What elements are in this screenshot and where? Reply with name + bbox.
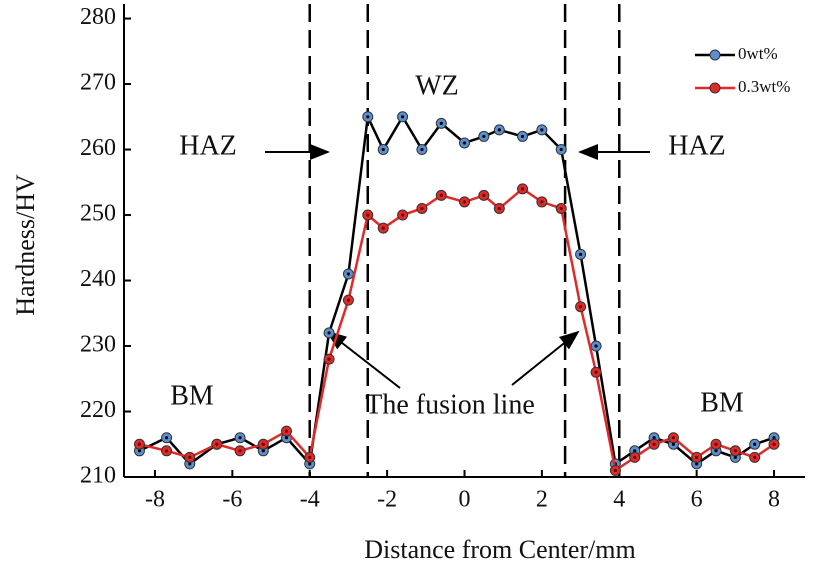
data-point-center	[695, 462, 699, 466]
y-tick-label: 250	[80, 201, 116, 227]
data-point-center	[695, 455, 699, 459]
data-point-center	[346, 298, 351, 302]
data-point-center	[520, 134, 525, 139]
x-tick-label: 8	[768, 487, 780, 513]
data-point-center	[284, 436, 289, 440]
data-point-center	[188, 455, 192, 459]
data-point-center	[753, 455, 757, 459]
x-tick-label: 2	[536, 487, 548, 513]
data-point-center	[497, 206, 501, 211]
annotation: BM	[700, 387, 744, 418]
data-point-center	[671, 442, 676, 446]
data-point-center	[578, 252, 583, 256]
legend-label: 0.3wt%	[738, 77, 790, 96]
data-point-center	[462, 200, 467, 204]
data-point-center	[540, 200, 544, 204]
data-point-center	[633, 455, 637, 459]
data-point-center	[308, 455, 312, 459]
data-point-center	[420, 206, 424, 211]
data-point-center	[261, 442, 265, 446]
y-tick-label: 280	[80, 4, 116, 30]
y-tick-label: 220	[80, 397, 116, 423]
x-tick-label: 4	[613, 487, 625, 513]
data-point-center	[497, 128, 501, 132]
data-point-center	[215, 442, 219, 446]
data-point-center	[594, 370, 598, 374]
y-axis-label: Hardness/HV	[11, 174, 40, 316]
data-point-center	[578, 305, 583, 309]
data-point-center	[559, 147, 563, 152]
annotation: The fusion line	[365, 389, 535, 420]
data-point-center	[671, 436, 676, 440]
x-tick-label: 0	[459, 487, 471, 513]
data-point-center	[633, 449, 637, 453]
data-point-center	[733, 449, 737, 453]
annotation: HAZ	[179, 130, 237, 161]
data-point-center	[482, 193, 486, 197]
data-point-center	[164, 449, 169, 453]
data-point-center	[381, 147, 385, 152]
data-point-center	[420, 147, 424, 152]
data-point-center	[137, 442, 142, 446]
data-point-center	[652, 442, 656, 446]
data-point-center	[482, 134, 486, 139]
x-tick-label: 6	[691, 487, 703, 513]
data-point-center	[366, 213, 370, 217]
y-tick-label: 260	[80, 135, 116, 161]
data-point-center	[261, 449, 265, 453]
data-point-center	[753, 442, 757, 446]
data-point-center	[400, 213, 405, 217]
data-point-center	[366, 115, 370, 119]
data-point-center	[540, 128, 544, 132]
y-tick-label: 210	[80, 463, 116, 489]
x-tick-label: -8	[145, 487, 165, 513]
data-point-center	[462, 141, 467, 145]
data-point-center	[400, 115, 405, 119]
data-point-center	[594, 344, 598, 348]
data-point-center	[346, 272, 351, 276]
y-tick-label: 230	[80, 332, 116, 358]
data-point-center	[308, 462, 312, 466]
x-axis-label: Distance from Center/mm	[364, 535, 635, 564]
data-point-center	[439, 121, 443, 125]
legend-marker	[709, 82, 721, 94]
data-point-center	[439, 193, 443, 197]
data-point-center	[238, 449, 242, 453]
annotation: WZ	[415, 70, 459, 101]
series-line	[139, 187, 775, 473]
annotation: HAZ	[668, 130, 726, 161]
legend-marker	[709, 49, 721, 61]
data-point-center	[327, 331, 331, 335]
data-point-center	[137, 449, 142, 453]
annotation: BM	[170, 380, 214, 411]
y-tick-label: 270	[80, 70, 116, 96]
data-point-center	[238, 436, 242, 440]
data-point-center	[733, 455, 737, 459]
data-point-center	[188, 462, 192, 466]
y-tick-label: 240	[80, 266, 116, 292]
arrows	[265, 144, 650, 389]
data-point-center	[559, 206, 563, 211]
data-point-center	[772, 436, 776, 440]
data-point-center	[381, 226, 385, 230]
x-tick-label: -2	[377, 487, 397, 513]
data-point-center	[520, 187, 525, 191]
data-point-center	[714, 442, 718, 446]
data-point-center	[327, 357, 331, 361]
x-tick-label: -6	[222, 487, 242, 513]
data-point-center	[714, 449, 718, 453]
x-tick-label: -4	[300, 487, 320, 513]
data-point-center	[164, 436, 169, 440]
data-point-center	[772, 442, 776, 446]
data-point-center	[652, 436, 656, 440]
legend-label: 0wt%	[738, 44, 778, 63]
data-point-center	[284, 429, 289, 433]
data-point-center	[613, 468, 618, 473]
